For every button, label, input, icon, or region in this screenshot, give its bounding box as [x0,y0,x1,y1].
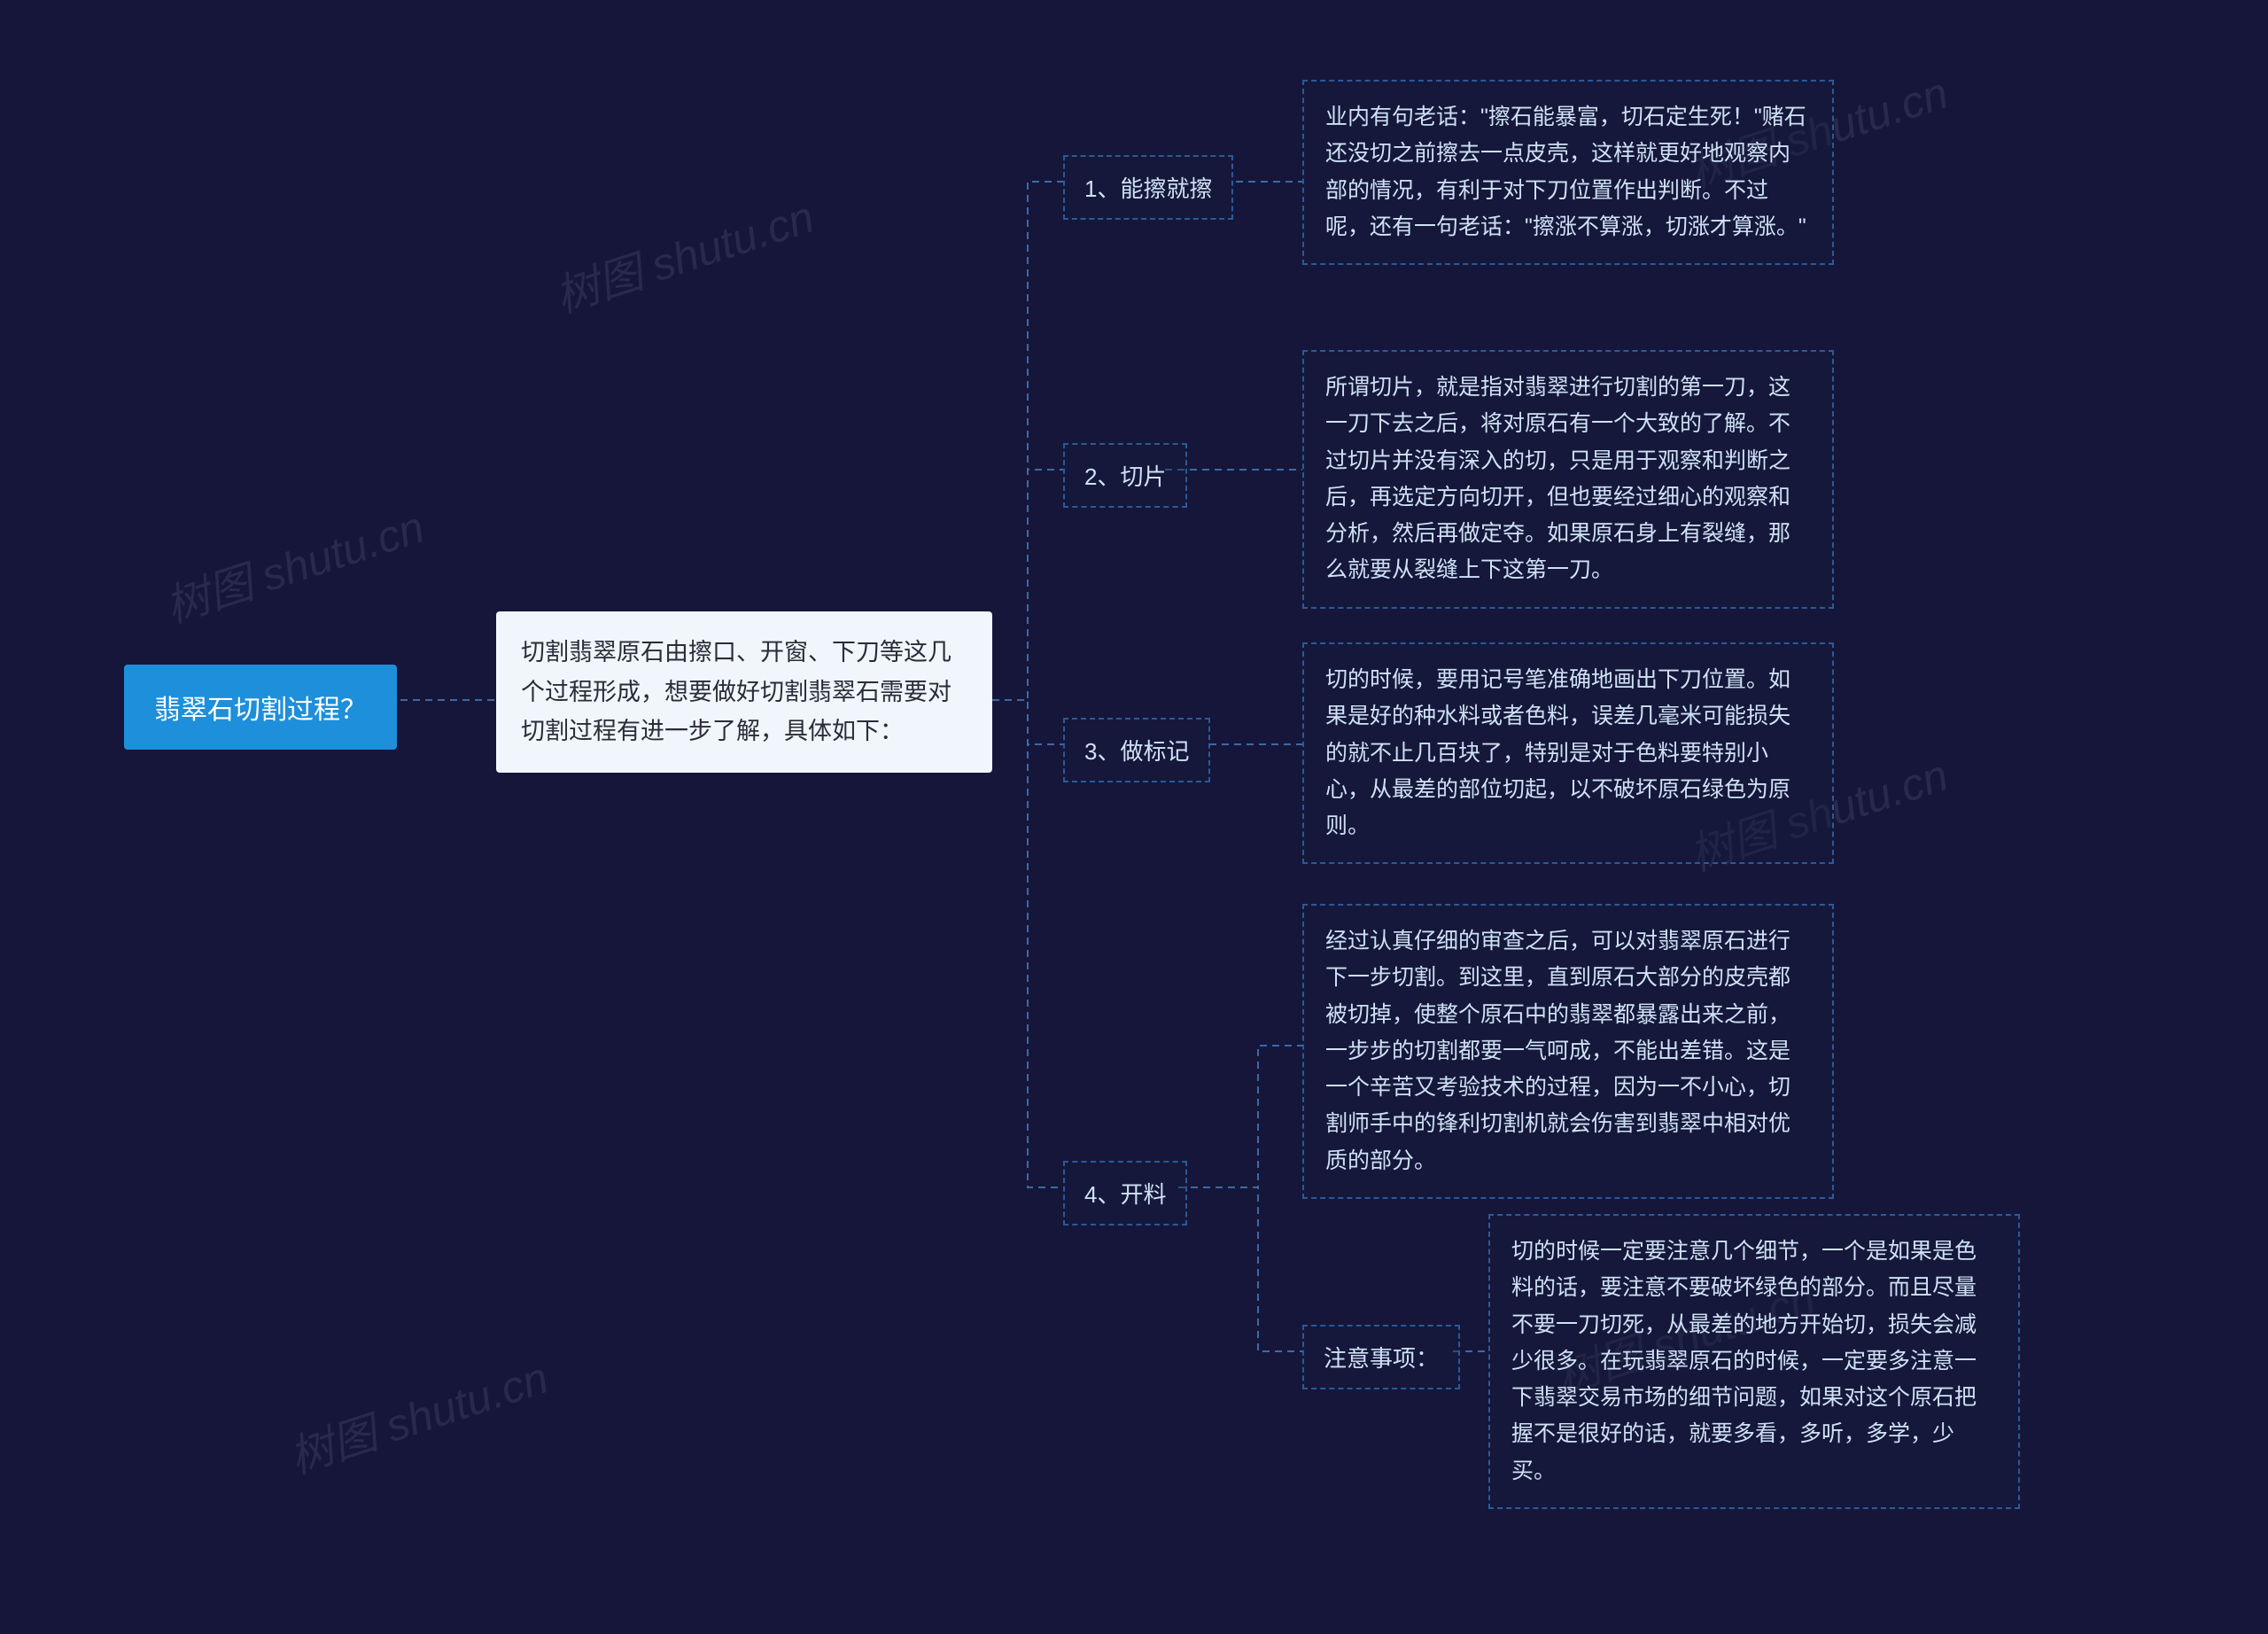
step-3-detail-text: 切的时候，要用记号笔准确地画出下刀位置。如果是好的种水料或者色料，误差几毫米可能… [1325,667,1790,838]
step-4-note-label-text: 注意事项： [1324,1345,1439,1372]
watermark: 树图 shutu.cn [546,182,820,325]
step-4-note-detail-text: 切的时候一定要注意几个细节，一个是如果是色料的话，要注意不要破坏绿色的部分。而且… [1511,1239,1977,1483]
step-1-label: 1、能擦就擦 [1063,155,1233,220]
root-title: 翡翠石切割过程？ [154,696,367,725]
watermark: 树图 shutu.cn [156,492,431,635]
step-1-label-text: 1、能擦就擦 [1084,175,1212,202]
step-4-detail: 经过认真仔细的审查之后，可以对翡翠原石进行下一步切割。到这里，直到原石大部分的皮… [1302,904,1834,1199]
step-4-note-label: 注意事项： [1302,1325,1460,1389]
step-4-label-text: 4、开料 [1084,1181,1166,1208]
step-3-label-text: 3、做标记 [1084,738,1189,765]
step-1-detail: 业内有句老话："擦石能暴富，切石定生死！"赌石还没切之前擦去一点皮壳，这样就更好… [1302,80,1834,265]
step-2-label: 2、切片 [1063,443,1187,508]
step-2-label-text: 2、切片 [1084,463,1166,490]
intro-node: 切割翡翠原石由擦口、开窗、下刀等这几个过程形成，想要做好切割翡翠石需要对切割过程… [496,611,992,773]
step-1-detail-text: 业内有句老话："擦石能暴富，切石定生死！"赌石还没切之前擦去一点皮壳，这样就更好… [1325,105,1806,239]
watermark: 树图 shutu.cn [280,1342,555,1486]
step-3-label: 3、做标记 [1063,718,1210,782]
step-4-note-detail: 切的时候一定要注意几个细节，一个是如果是色料的话，要注意不要破坏绿色的部分。而且… [1488,1214,2020,1509]
step-4-label: 4、开料 [1063,1161,1187,1226]
step-2-detail-text: 所谓切片，就是指对翡翠进行切割的第一刀，这一刀下去之后，将对原石有一个大致的了解… [1325,375,1790,582]
step-4-detail-text: 经过认真仔细的审查之后，可以对翡翠原石进行下一步切割。到这里，直到原石大部分的皮… [1325,929,1790,1173]
intro-text: 切割翡翠原石由擦口、开窗、下刀等这几个过程形成，想要做好切割翡翠石需要对切割过程… [521,639,951,744]
step-3-detail: 切的时候，要用记号笔准确地画出下刀位置。如果是好的种水料或者色料，误差几毫米可能… [1302,642,1834,864]
step-2-detail: 所谓切片，就是指对翡翠进行切割的第一刀，这一刀下去之后，将对原石有一个大致的了解… [1302,350,1834,609]
root-node: 翡翠石切割过程？ [124,665,397,750]
